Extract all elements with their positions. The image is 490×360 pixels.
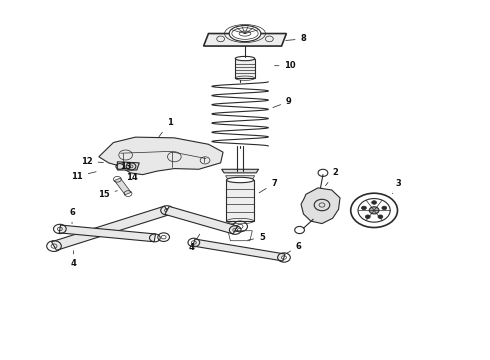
Ellipse shape [235,57,255,61]
Text: 4: 4 [189,234,200,252]
Polygon shape [117,162,139,170]
Polygon shape [235,59,255,78]
Circle shape [378,215,383,219]
Text: 4: 4 [71,251,76,269]
Polygon shape [99,137,223,175]
Polygon shape [225,176,255,179]
Polygon shape [221,169,259,173]
Text: 15: 15 [98,190,117,199]
Circle shape [372,201,376,204]
Text: 8: 8 [286,35,306,44]
Polygon shape [203,33,287,46]
Circle shape [382,206,387,210]
Text: 14: 14 [126,173,138,182]
Polygon shape [51,206,170,250]
Text: 13: 13 [120,162,131,171]
Text: 1: 1 [159,118,172,137]
Polygon shape [114,178,131,195]
Text: 3: 3 [392,179,401,194]
Text: 11: 11 [71,172,96,181]
Text: 2: 2 [325,168,338,186]
Text: 9: 9 [273,97,292,108]
Circle shape [362,206,367,210]
Polygon shape [301,188,340,224]
Text: 7: 7 [259,179,277,193]
Text: 5: 5 [248,233,265,242]
Polygon shape [226,180,254,221]
Polygon shape [165,206,237,234]
Polygon shape [193,239,285,261]
Text: 12: 12 [81,157,103,166]
Ellipse shape [226,177,254,183]
Text: 6: 6 [286,242,301,253]
Text: 10: 10 [274,61,296,70]
Ellipse shape [229,26,261,41]
Text: 6: 6 [69,208,75,224]
Circle shape [369,207,379,214]
Circle shape [366,215,370,219]
Polygon shape [59,225,155,242]
